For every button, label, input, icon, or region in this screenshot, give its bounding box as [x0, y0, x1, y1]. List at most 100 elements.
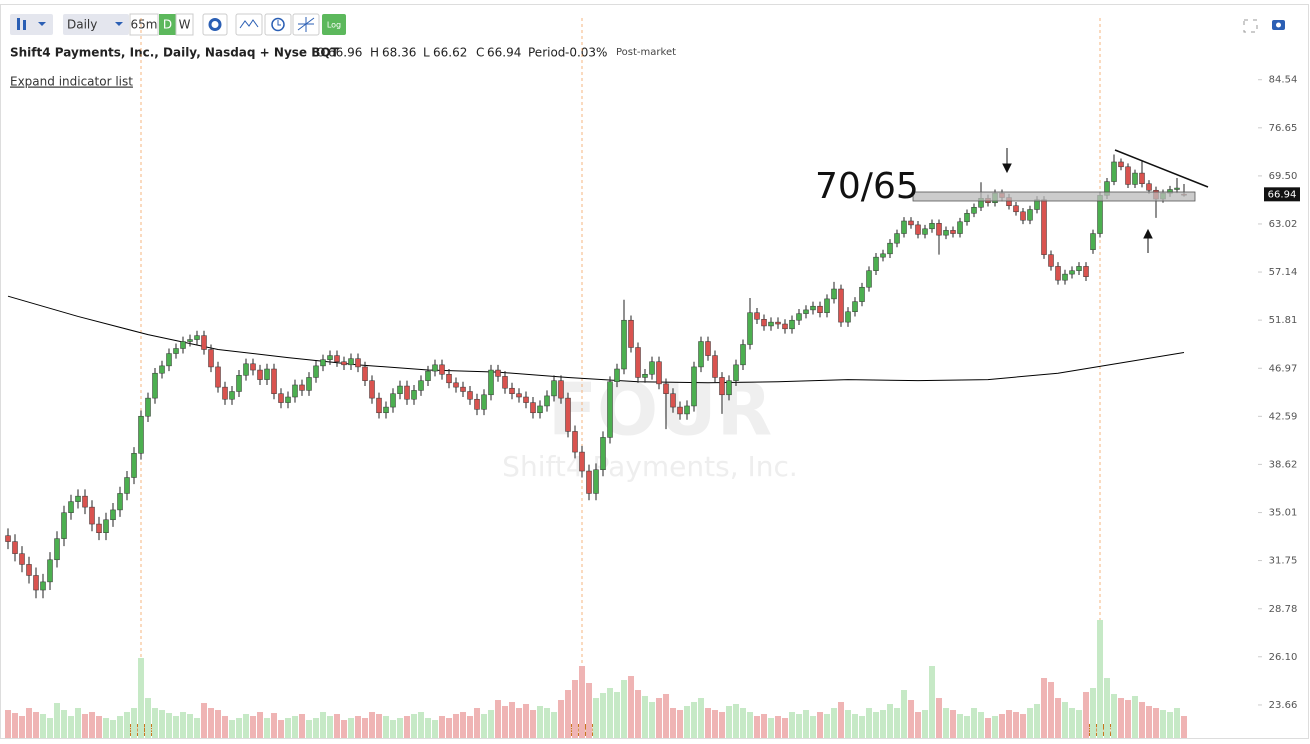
- volume-bar: [166, 713, 172, 738]
- candle-body: [887, 242, 893, 255]
- volume-bar: [75, 708, 81, 738]
- volume-bar: [327, 716, 333, 738]
- volume-bar: [782, 718, 788, 738]
- volume-bar: [1118, 698, 1124, 738]
- volume-bar: [789, 712, 795, 738]
- y-tick-label: 38.62: [1269, 459, 1298, 470]
- fullscreen-button[interactable]: [1243, 19, 1258, 33]
- volume-bar: [1090, 688, 1096, 738]
- volume-bar: [411, 714, 417, 738]
- volume-bar: [817, 712, 823, 738]
- volume-bar: [138, 658, 144, 738]
- volume-bar: [159, 710, 165, 738]
- volume-bar: [404, 716, 410, 738]
- candle-body: [236, 375, 242, 392]
- candle-body: [712, 355, 718, 378]
- volume-bar: [229, 720, 235, 738]
- candle-body: [383, 406, 389, 414]
- volume-bar: [145, 698, 151, 738]
- candle-body: [19, 553, 25, 565]
- chart-type-button[interactable]: [10, 14, 53, 35]
- candle-body: [558, 380, 564, 399]
- intraday-button[interactable]: [129, 13, 159, 36]
- candle-body: [768, 321, 774, 327]
- candle-body: [229, 391, 235, 400]
- candle-body: [124, 477, 130, 494]
- y-tick-label: 28.78: [1269, 604, 1298, 615]
- volume-bar: [1048, 682, 1054, 738]
- volume-bar: [467, 716, 473, 738]
- candle-body: [509, 387, 515, 394]
- volume-bar: [243, 714, 249, 738]
- candle-body: [194, 335, 200, 340]
- candle-body: [796, 313, 802, 321]
- volume-bar: [726, 706, 732, 738]
- candle-body: [453, 382, 459, 388]
- candle-body: [61, 512, 67, 539]
- volume-bar: [558, 700, 564, 738]
- volume-bar: [1146, 706, 1152, 738]
- candle-body: [516, 393, 522, 398]
- candle-body: [691, 366, 697, 407]
- volume-bar: [740, 708, 746, 738]
- volume-bar: [537, 706, 543, 738]
- volume-bar: [187, 714, 193, 738]
- volume-bar: [1020, 714, 1026, 738]
- volume-bar: [117, 716, 123, 738]
- volume-bar: [26, 708, 32, 738]
- candle-body: [376, 397, 382, 414]
- volume-bar: [677, 710, 683, 738]
- candle-body: [761, 319, 767, 327]
- volume-bar: [285, 718, 291, 738]
- candle-body: [292, 384, 298, 398]
- legend-label: L: [423, 46, 430, 60]
- volume-bar: [68, 716, 74, 738]
- candle-body: [1132, 172, 1138, 185]
- volume-bar: [446, 718, 452, 738]
- volume-bar: [649, 702, 655, 738]
- volume-bar: [271, 713, 277, 738]
- candle-body: [278, 393, 284, 403]
- candle-body: [54, 538, 60, 561]
- indicator-button[interactable]: [235, 13, 263, 36]
- daily-button[interactable]: [159, 14, 176, 35]
- candle-body: [586, 470, 592, 494]
- icon: [297, 17, 315, 32]
- candle-body: [1139, 172, 1145, 184]
- volume-bar: [705, 708, 711, 738]
- settings-button[interactable]: [202, 13, 228, 36]
- candle-body: [733, 364, 739, 381]
- candle-body: [96, 523, 102, 533]
- candle-body: [656, 361, 662, 385]
- volume-bar: [635, 690, 641, 738]
- candle-body: [957, 221, 963, 234]
- interval-select[interactable]: [63, 14, 129, 35]
- volume-bar: [299, 714, 305, 738]
- expand-link[interactable]: Expand indicator list: [10, 75, 133, 89]
- candle-body: [243, 363, 249, 376]
- volume-bar: [439, 716, 445, 738]
- volume-bar: [733, 704, 739, 738]
- candle-body: [418, 380, 424, 391]
- volume-bar: [950, 710, 956, 738]
- arrow: [1143, 228, 1153, 253]
- volume-bar: [1027, 708, 1033, 738]
- candle-body: [495, 369, 501, 377]
- candle-body: [894, 233, 900, 244]
- candle-body: [180, 341, 186, 349]
- volume-bar: [572, 680, 578, 738]
- volume-bar: [12, 713, 18, 738]
- volume-bar: [502, 706, 508, 738]
- log-button[interactable]: [322, 14, 346, 35]
- volume-bar: [1132, 696, 1138, 738]
- volume-bar: [257, 712, 263, 738]
- candle-body: [1055, 266, 1061, 281]
- volume-bar: [250, 716, 256, 738]
- y-tick-label: 63.02: [1269, 219, 1298, 230]
- candle-body: [600, 437, 606, 470]
- volume-bar: [768, 718, 774, 738]
- weekly-button[interactable]: [175, 13, 194, 36]
- candle-body: [481, 394, 487, 410]
- volume-bar: [1139, 702, 1145, 738]
- volume-bar: [530, 710, 536, 738]
